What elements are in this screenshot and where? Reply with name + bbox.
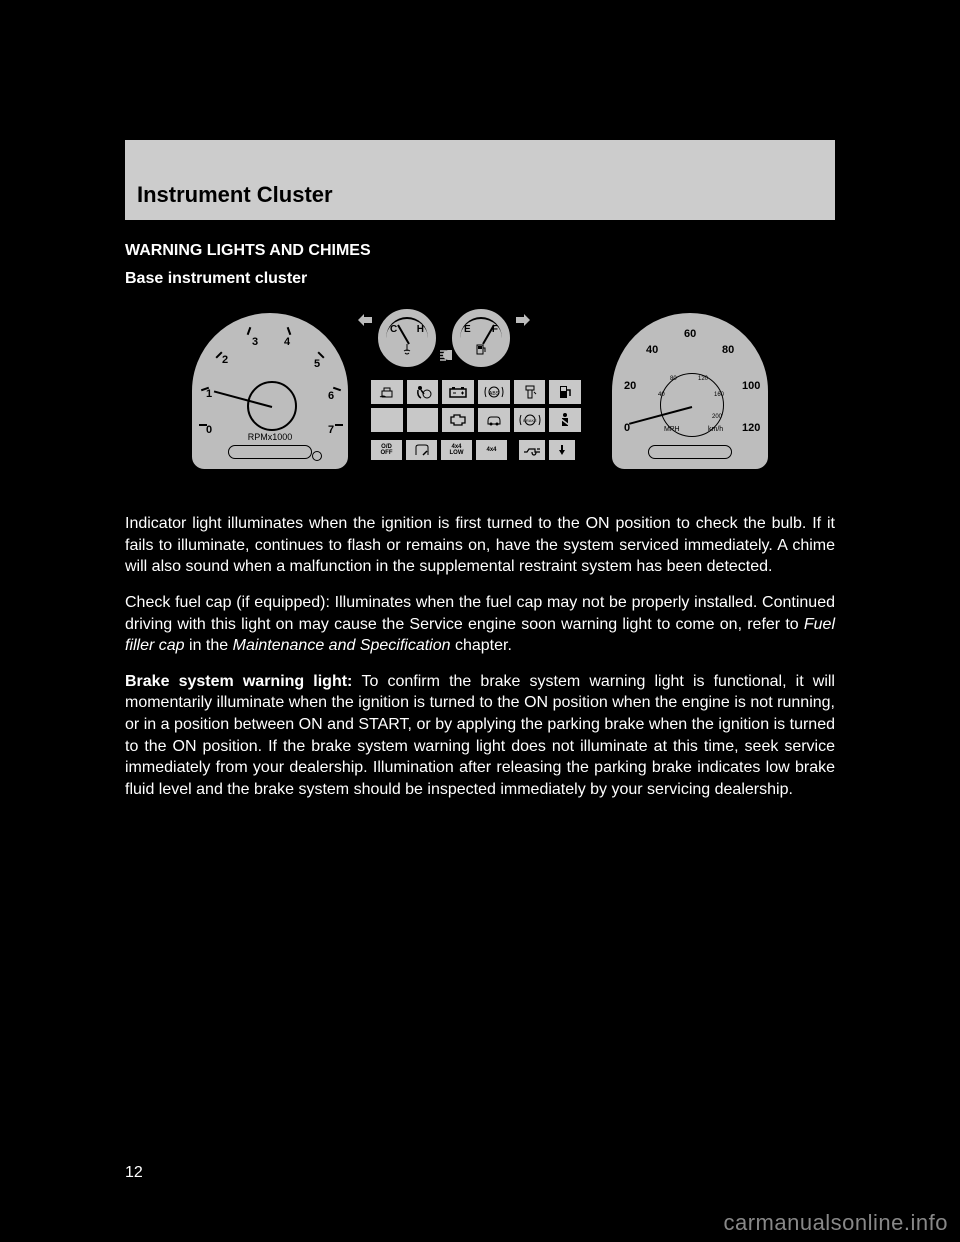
spd-20: 20	[624, 379, 636, 394]
fuel-cap-icon	[513, 379, 547, 405]
airbag-paragraph: Indicator light illuminates when the ign…	[125, 513, 835, 578]
sub-heading: Base instrument cluster	[125, 268, 835, 290]
coolant-temp-gauge: C H	[376, 307, 438, 369]
spd-120: 120	[742, 421, 760, 436]
tach-num-3: 3	[252, 335, 258, 350]
blank-cell	[406, 407, 440, 433]
spd-0: 0	[624, 421, 630, 436]
brake-fluid-icon	[370, 379, 404, 405]
check-engine-icon	[441, 407, 475, 433]
fuel-e: E	[464, 323, 471, 337]
instrument-cluster-diagram: 0 1 2 3 4 5 6 7 RPMx1000 0 20	[190, 301, 770, 491]
oil-pressure-icon	[518, 439, 546, 461]
kspd-80: 80	[670, 375, 677, 383]
tach-num-1: 1	[206, 387, 212, 402]
page-number: 12	[125, 1164, 143, 1182]
four-x-four-icon: 4x4	[475, 439, 508, 461]
spd-60: 60	[684, 327, 696, 342]
abs-icon: ABS	[477, 379, 511, 405]
door-ajar-icon	[405, 439, 438, 461]
od-off-icon: O/D OFF	[370, 439, 403, 461]
speedometer-gauge: 0 20 40 60 80 100 120 40 80 120 160 200 …	[610, 311, 770, 471]
bottom-warning-row-left: O/D OFF 4x4 LOW 4x4	[370, 439, 508, 461]
p2a: Check fuel cap (if equipped): Illuminate…	[125, 594, 835, 633]
p2e: chapter.	[451, 637, 512, 654]
tach-label: RPMx1000	[192, 431, 348, 443]
unit-mph: MPH	[664, 425, 680, 434]
fuel-gauge: E F	[450, 307, 512, 369]
tachometer-gauge: 0 1 2 3 4 5 6 7 RPMx1000	[190, 311, 350, 471]
brake-warning-paragraph: Brake system warning light: To confirm t…	[125, 671, 835, 801]
overdrive-icon	[548, 439, 576, 461]
spd-80: 80	[722, 343, 734, 358]
chapter-title: Instrument Cluster	[137, 182, 333, 208]
odometer-display	[648, 445, 732, 459]
kspd-200: 200	[712, 413, 722, 421]
tach-num-2: 2	[222, 353, 228, 368]
low-fuel-icon	[548, 379, 582, 405]
blank-cell	[370, 407, 404, 433]
kspd-160: 160	[714, 391, 724, 399]
high-beam-icon	[440, 349, 456, 365]
battery-icon	[441, 379, 475, 405]
temp-h: H	[417, 323, 424, 337]
right-turn-icon	[516, 311, 530, 325]
reset-knob	[312, 451, 322, 461]
unit-kmh: km/h	[708, 425, 723, 434]
p3b: To confirm the brake system warning ligh…	[125, 673, 835, 798]
spd-40: 40	[646, 343, 658, 358]
kspd-120: 120	[698, 375, 708, 383]
tach-num-6: 6	[328, 389, 334, 404]
p2d: Maintenance and Specification	[233, 637, 451, 654]
tach-num-4: 4	[284, 335, 290, 350]
watermark: carmanualsonline.info	[723, 1210, 948, 1236]
four-low-icon: 4x4 LOW	[440, 439, 473, 461]
svg-text:ABS: ABS	[489, 391, 500, 397]
theft-icon	[477, 407, 511, 433]
spd-100: 100	[742, 379, 760, 394]
chapter-header: Instrument Cluster	[125, 140, 835, 220]
fuel-cap-paragraph: Check fuel cap (if equipped): Illuminate…	[125, 592, 835, 657]
bottom-warning-row-right	[518, 439, 576, 461]
fuel-pump-icon	[452, 343, 510, 360]
thermometer-icon	[378, 343, 436, 360]
seatbelt-icon	[548, 407, 582, 433]
section-heading: WARNING LIGHTS AND CHIMES	[125, 240, 835, 262]
page-content: WARNING LIGHTS AND CHIMES Base instrumen…	[125, 240, 835, 814]
svg-text:BRAKE: BRAKE	[523, 418, 537, 423]
kspd-40: 40	[658, 391, 665, 399]
brake-warning-icon: BRAKE	[513, 407, 547, 433]
p3a: Brake system warning light:	[125, 673, 362, 690]
left-turn-icon	[358, 311, 372, 325]
p2c: in the	[185, 637, 233, 654]
tach-display	[228, 445, 312, 459]
tach-num-5: 5	[314, 357, 320, 372]
airbag-icon	[406, 379, 440, 405]
warning-light-grid: ABS BRAKE	[370, 379, 582, 433]
